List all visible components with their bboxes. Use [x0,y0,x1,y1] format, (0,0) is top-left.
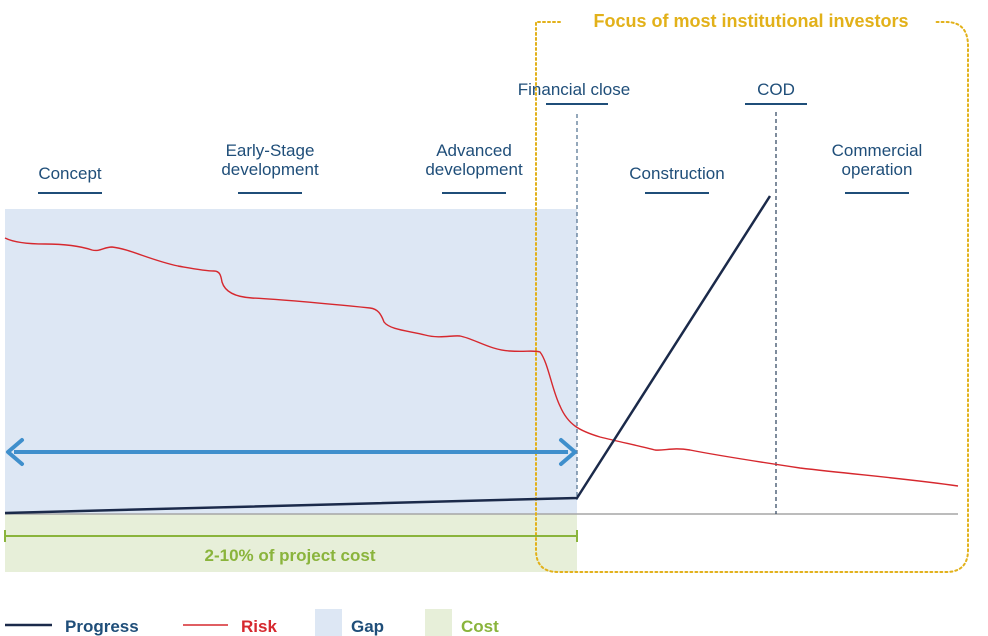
legend-progress-label: Progress [65,617,139,636]
stage-construction-label: Construction [629,164,724,183]
legend: Progress Risk Gap Cost [5,609,499,636]
gap-arrow [6,438,577,466]
legend-cost-swatch [425,609,452,636]
stage-commercial-label-1: Commercial [832,141,923,160]
progress-line [4,195,772,515]
cost-label: 2-10% of project cost [205,546,376,565]
legend-risk-label: Risk [241,617,277,636]
cost-area [5,514,577,572]
focus-title: Focus of most institutional investors [593,11,908,31]
stage-early-label-2: development [221,160,319,179]
gap-area [5,209,577,514]
risk-curve [4,237,959,487]
legend-gap-label: Gap [351,617,384,636]
stage-early-label-1: Early-Stage [226,141,315,160]
focus-box [535,21,969,573]
financial-close-label: Financial close [518,80,630,99]
stage-concept-label: Concept [38,164,102,183]
legend-cost-label: Cost [461,617,499,636]
stage-advanced-label-1: Advanced [436,141,512,160]
cod-label: COD [757,80,795,99]
legend-gap-swatch [315,609,342,636]
cost-span [4,530,578,542]
stage-advanced-label-2: development [425,160,523,179]
stage-commercial-label-2: operation [842,160,913,179]
